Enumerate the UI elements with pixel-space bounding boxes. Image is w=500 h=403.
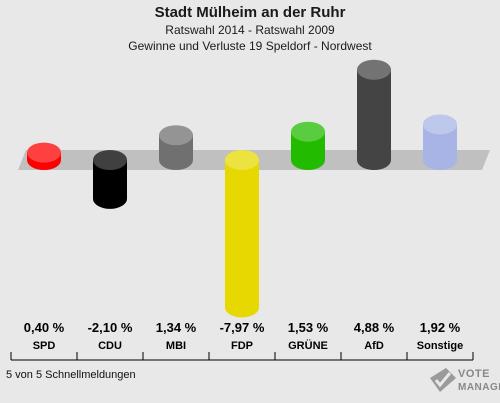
- chart-title: Stadt Mülheim an der Ruhr: [154, 4, 346, 21]
- value-label-sonstige: 1,92 %: [420, 320, 461, 335]
- category-label-fdp: FDP: [231, 340, 253, 352]
- chart-title-block: Stadt Mülheim an der Ruhr Ratswahl 2014 …: [0, 4, 500, 54]
- value-label-cdu: -2,10 %: [88, 320, 133, 335]
- category-label-sonstige: Sonstige: [417, 340, 463, 352]
- category-label-grüne: GRÜNE: [288, 339, 328, 352]
- labels-group: 0,40 % SPD -2,10 % CDU 1,34 % MBI -7,97 % FDP 1,…: [24, 320, 463, 352]
- logo-text-vote: VOTE: [458, 368, 490, 380]
- value-label-fdp: -7,97 %: [220, 320, 265, 335]
- category-label-spd: SPD: [33, 340, 56, 352]
- logo-text-manager: MANAGER: [458, 382, 500, 393]
- bar-spd: [27, 142, 61, 170]
- category-label-afd: AfD: [364, 340, 384, 352]
- value-label-grüne: 1,53 %: [288, 320, 329, 335]
- ballot-box-icon: [430, 368, 456, 392]
- category-label-mbi: MBI: [166, 340, 186, 352]
- vote-manager-logo: VOTE MANAGER: [428, 364, 500, 398]
- bar-sonstige: [423, 114, 457, 170]
- bar-fdp: [225, 150, 259, 318]
- bar-cdu: [93, 150, 127, 209]
- value-label-mbi: 1,34 %: [156, 320, 197, 335]
- value-label-spd: 0,40 %: [24, 320, 65, 335]
- chart-subtitle: Ratswahl 2014 - Ratswahl 2009: [165, 23, 335, 37]
- value-label-afd: 4,88 %: [354, 320, 395, 335]
- bars-group: [27, 59, 457, 318]
- category-label-cdu: CDU: [98, 340, 122, 352]
- bar-mbi: [159, 125, 193, 170]
- category-axis: [10, 352, 474, 361]
- bar-afd: [357, 59, 391, 170]
- chart-subtitle-2: Gewinne und Verluste 19 Speldorf - Nordw…: [128, 39, 372, 53]
- footer-note: 5 von 5 Schnellmeldungen: [6, 369, 136, 381]
- bar-grüne: [291, 121, 325, 170]
